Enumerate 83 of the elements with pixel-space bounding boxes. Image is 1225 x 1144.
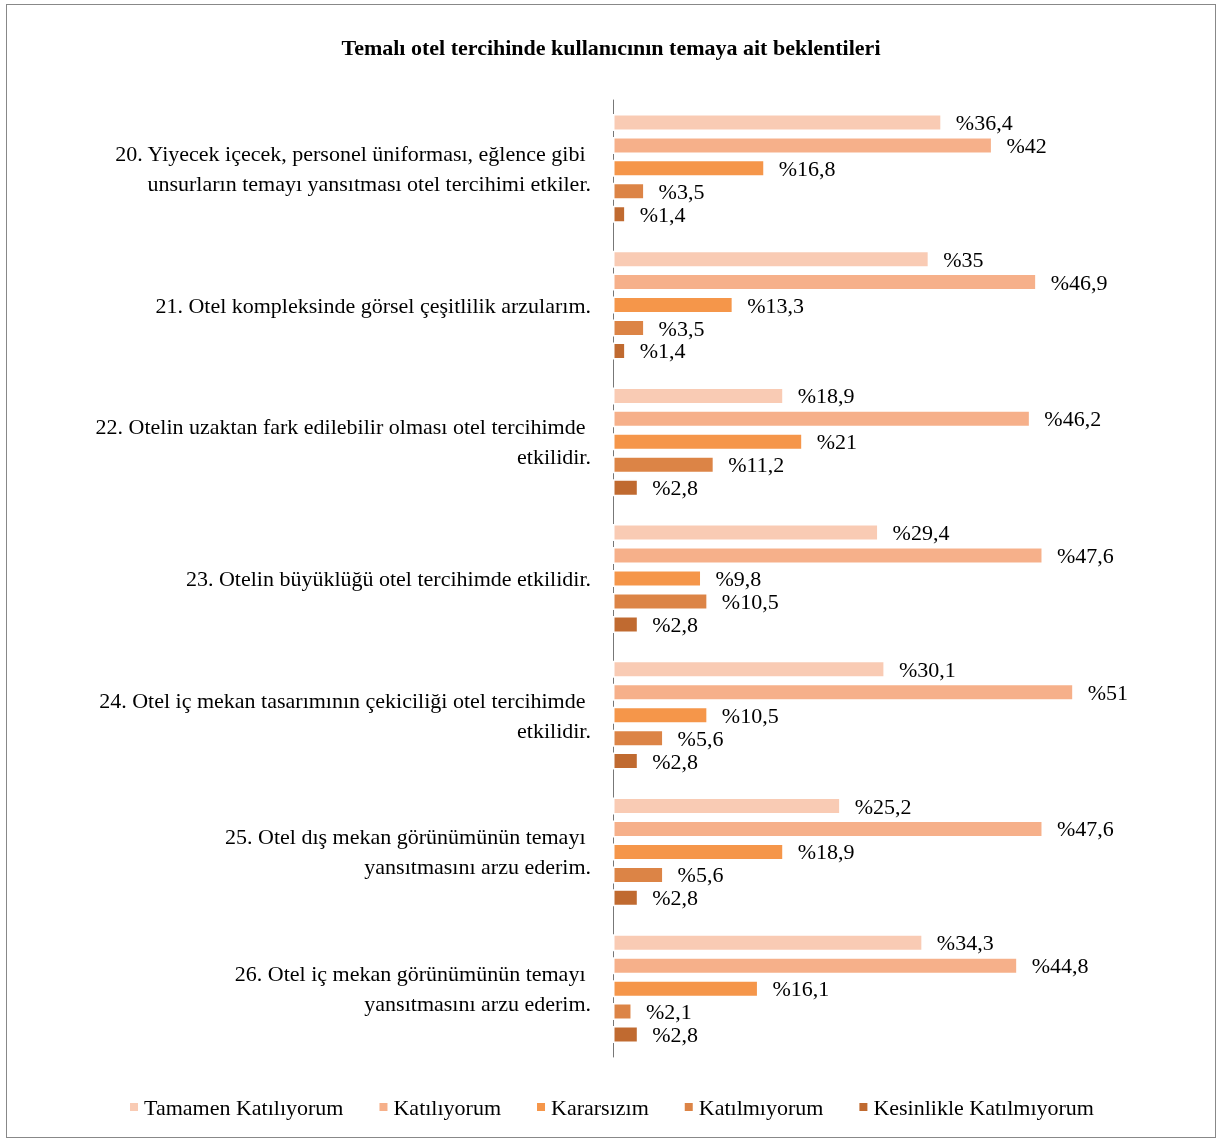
legend-label: Katılıyorum (393, 1094, 502, 1120)
data-label: %3,5 (658, 178, 705, 204)
data-label: %47,6 (1056, 543, 1114, 569)
bar (613, 433, 803, 451)
bar (613, 1026, 639, 1044)
y-tick-label: 25. Otel dış mekan görünümünün temayı yansıtmasını arzu ederim. (225, 824, 591, 880)
y-tick-label: 24. Otel iç mekan tasarımının çekiciliği otel tercihimde etkilidir. (99, 687, 591, 743)
bar (613, 250, 930, 268)
data-label: %16,1 (772, 976, 830, 1002)
data-label: %44,8 (1031, 953, 1089, 979)
y-tick-label: 22. Otelin uzaktan fark edilebilir olması otel tercihimde etkilidir. (95, 414, 591, 470)
bar (613, 729, 664, 747)
bar (613, 980, 759, 998)
legend-label: Kararsızım (551, 1094, 649, 1120)
bar (613, 866, 664, 884)
data-label: %47,6 (1056, 816, 1114, 842)
data-label: %13,3 (747, 292, 804, 318)
bar (613, 570, 702, 587)
bar (613, 273, 1037, 291)
data-label: %2,8 (652, 748, 699, 774)
data-label: %2,8 (652, 1022, 699, 1048)
data-label: %18,9 (797, 383, 855, 409)
bar (613, 889, 639, 907)
data-label: %2,8 (652, 885, 699, 911)
data-label: %21 (816, 429, 858, 455)
bar (613, 205, 626, 223)
data-label: %1,4 (639, 201, 686, 227)
data-label: %2,8 (652, 611, 699, 637)
data-label: %30,1 (898, 656, 956, 682)
chart-title: Temalı otel tercihinde kullanıcının temaya ait beklentileri (341, 34, 881, 60)
data-label: %25,2 (854, 793, 912, 819)
legend-label: Tamamen Katılıyorum (144, 1094, 344, 1120)
data-label: %51 (1087, 679, 1129, 705)
bar (613, 456, 715, 474)
bar (613, 660, 885, 678)
data-label: %5,6 (677, 862, 724, 888)
bar (613, 182, 645, 200)
bar (613, 683, 1074, 701)
bar (613, 752, 639, 770)
bar (613, 615, 639, 633)
bar (613, 524, 879, 542)
bar (613, 342, 626, 360)
bar (613, 410, 1031, 428)
data-label: %9,8 (715, 566, 762, 591)
data-label: %10,5 (721, 702, 779, 728)
data-label: %16,8 (778, 155, 836, 181)
bar (613, 934, 923, 952)
legend-label: Kesinlikle Katılmıyorum (873, 1094, 1094, 1120)
y-tick-label: 21. Otel kompleksinde görsel çeşitlilik arzularım. (155, 292, 591, 318)
data-label: %42 (1006, 132, 1047, 158)
bar (613, 387, 784, 405)
bar (613, 797, 841, 815)
bar (613, 319, 645, 337)
bar (613, 113, 942, 131)
data-label: %29,4 (892, 520, 950, 546)
data-label: %10,5 (721, 588, 779, 614)
bar (613, 136, 993, 154)
data-label: %36,4 (955, 109, 1013, 135)
data-label: %5,6 (677, 725, 724, 751)
bar (613, 820, 1043, 838)
data-label: %2,1 (645, 999, 692, 1025)
y-tick-label: 20. Yiyecek içecek, personel üniforması, eğlence gibi unsurların temayı yansıtması otel tercihimi etkiler. (115, 140, 591, 196)
bar (613, 843, 784, 861)
data-label: %11,2 (728, 452, 785, 478)
data-label: %18,9 (797, 839, 855, 865)
bar (613, 592, 708, 610)
bar (613, 159, 765, 177)
bar (613, 547, 1043, 565)
data-label: %1,4 (639, 338, 686, 364)
data-label: %35 (943, 246, 984, 272)
bar (613, 1003, 632, 1021)
legend-label: Katılmıyorum (698, 1094, 824, 1120)
bar (613, 957, 1018, 975)
bar (613, 296, 734, 314)
y-tick-label: 23. Otelin büyüklüğü otel tercihimde etkilidir. (185, 566, 591, 591)
y-tick-label: 26. Otel iç mekan görünümünün temayı yansıtmasını arzu ederim. (234, 961, 591, 1017)
bar (613, 706, 708, 724)
data-label: %46,9 (1050, 269, 1108, 295)
data-label: %46,2 (1044, 406, 1102, 432)
data-label: %34,3 (936, 930, 994, 956)
data-label: %2,8 (652, 475, 699, 501)
bar (613, 479, 639, 497)
data-label: %3,5 (658, 315, 705, 341)
